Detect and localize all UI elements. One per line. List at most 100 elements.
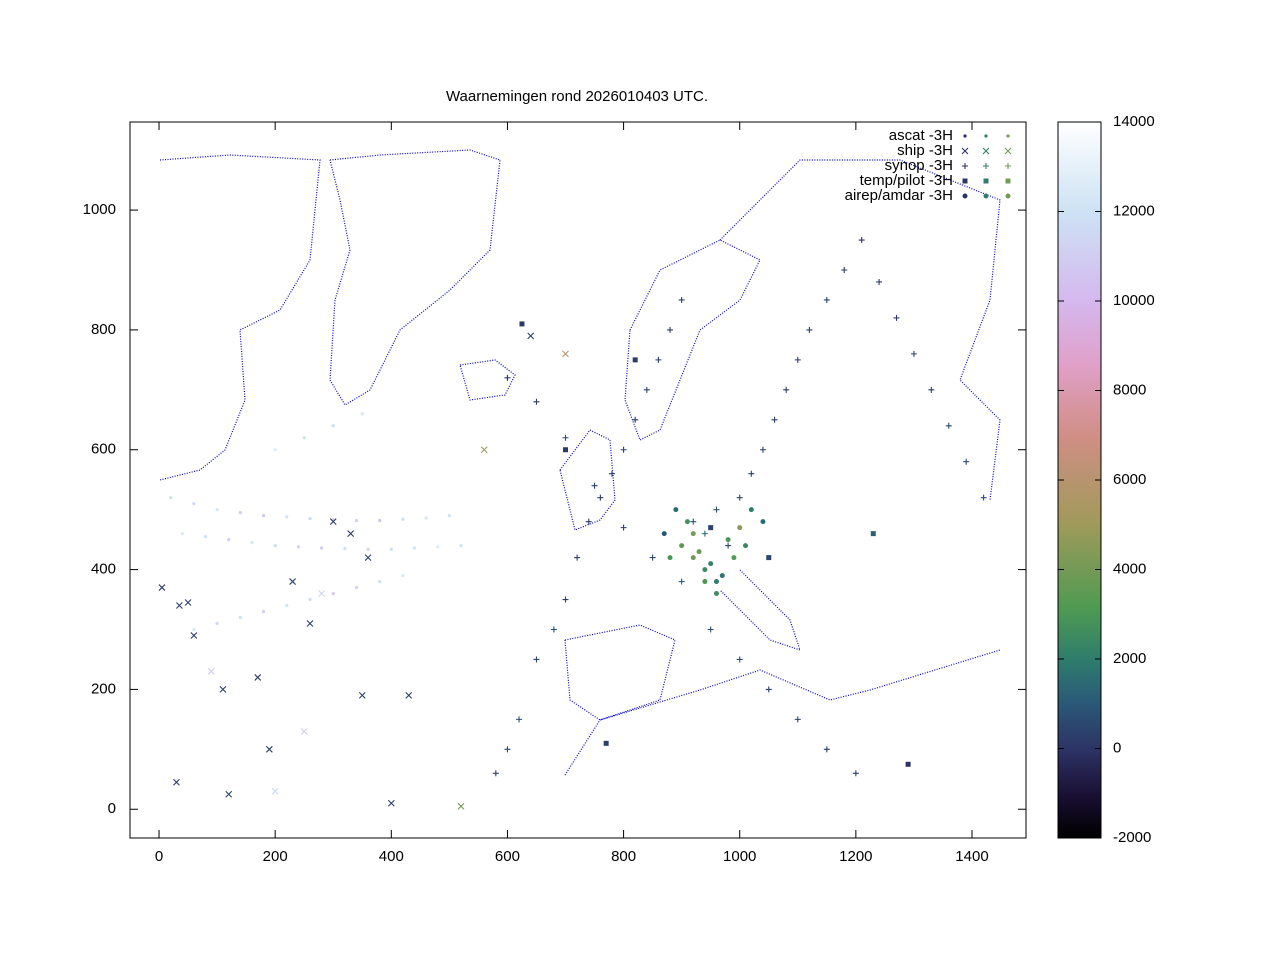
temp-point xyxy=(603,740,609,746)
legend-symbol xyxy=(1005,163,1011,169)
legend-symbol xyxy=(1004,147,1012,155)
ship-point xyxy=(219,686,227,693)
ship-point xyxy=(364,554,372,561)
ascat-point xyxy=(354,585,359,590)
synop-point xyxy=(794,716,801,723)
ascat-point xyxy=(192,502,196,506)
ship-point xyxy=(405,692,413,699)
synop-point xyxy=(649,554,656,561)
airep-point xyxy=(667,555,673,561)
synop-point xyxy=(945,422,952,429)
ascat-point xyxy=(308,597,312,602)
temp-point xyxy=(905,761,911,767)
airep-point xyxy=(679,543,685,549)
synop-point xyxy=(765,686,772,693)
ascat-point xyxy=(360,412,364,416)
ship-point xyxy=(225,790,233,798)
coastline xyxy=(329,149,501,406)
x-tick-label: 0 xyxy=(155,848,163,865)
airep-point xyxy=(748,507,754,513)
synop-point xyxy=(759,446,766,453)
synop-point xyxy=(678,296,685,303)
airep-point xyxy=(673,507,679,513)
ship-point xyxy=(318,590,326,597)
x-tick-label: 1000 xyxy=(723,848,756,865)
synop-point xyxy=(597,494,604,501)
airep-point xyxy=(702,567,708,573)
ascat-point xyxy=(412,546,417,550)
ascat-point xyxy=(296,545,300,549)
synop-point xyxy=(690,518,697,525)
airep-point xyxy=(731,555,737,561)
synop-point xyxy=(783,386,790,393)
synop-point xyxy=(963,458,970,465)
temp-point xyxy=(519,321,525,327)
ascat-point xyxy=(424,516,428,520)
synop-point xyxy=(806,326,813,333)
legend-symbol xyxy=(983,163,989,169)
ascat-point xyxy=(331,424,335,428)
synop-point xyxy=(643,386,650,393)
ship-point xyxy=(480,446,488,454)
legend-symbol xyxy=(963,134,967,138)
ascat-point xyxy=(169,496,173,500)
y-tick-label: 200 xyxy=(91,680,116,697)
airep-point xyxy=(684,519,690,525)
synop-point xyxy=(701,530,708,537)
coastline xyxy=(624,239,761,441)
synop-point xyxy=(533,398,540,405)
ascat-point xyxy=(215,508,219,512)
ship-point xyxy=(300,727,308,735)
colorbar xyxy=(1057,121,1102,839)
synop-point xyxy=(852,770,859,777)
airep-point xyxy=(708,561,714,567)
coastline xyxy=(559,429,616,531)
synop-point xyxy=(504,746,511,753)
ascat-point xyxy=(366,547,370,551)
synop-point xyxy=(667,326,674,333)
coastlines xyxy=(159,149,1001,776)
legend-symbol xyxy=(983,193,989,199)
x-tick-label: 1400 xyxy=(955,848,988,865)
airep-point xyxy=(760,519,766,525)
ascat-point xyxy=(215,621,219,626)
ship-point xyxy=(387,799,395,807)
synop-point xyxy=(858,237,865,244)
ship-point xyxy=(173,778,180,786)
legend-label: airep/amdar -3H xyxy=(845,187,953,204)
colorbar-tick-label: 2000 xyxy=(1113,650,1146,667)
colorbar-tick-label: 0 xyxy=(1113,739,1121,756)
x-tick-label: 400 xyxy=(379,848,404,865)
synop-point xyxy=(748,470,755,477)
ascat-point xyxy=(436,545,440,549)
chart-title: Waarnemingen rond 2026010403 UTC. xyxy=(446,88,708,105)
synop-point xyxy=(574,554,581,561)
ascat-point xyxy=(378,518,382,523)
coastline xyxy=(719,569,801,651)
airep-point xyxy=(713,579,719,585)
ascat-point xyxy=(227,538,231,542)
legend-label: synop -3H xyxy=(885,157,953,174)
ascat-point xyxy=(238,615,242,620)
synop-point xyxy=(823,746,830,753)
synop-point xyxy=(841,266,848,273)
legend-symbol xyxy=(983,178,989,184)
ascat-point xyxy=(250,541,254,545)
colorbar-tick-label: 10000 xyxy=(1113,292,1155,309)
plot-frame xyxy=(129,121,1027,839)
airep-point xyxy=(713,591,719,597)
ascat-point xyxy=(273,544,277,548)
colorbar-tick-label: 6000 xyxy=(1113,471,1146,488)
synop-point xyxy=(492,770,499,777)
coastline xyxy=(719,159,1001,501)
colorbar-tick-label: 4000 xyxy=(1113,560,1146,577)
ship-point xyxy=(457,802,465,810)
ascat-point xyxy=(401,517,405,521)
airep-point xyxy=(696,549,702,555)
synop-point xyxy=(893,314,900,321)
ascat-point xyxy=(447,514,451,518)
synop-point xyxy=(620,524,627,531)
airep-point xyxy=(725,537,731,543)
ascat-point xyxy=(343,547,347,551)
